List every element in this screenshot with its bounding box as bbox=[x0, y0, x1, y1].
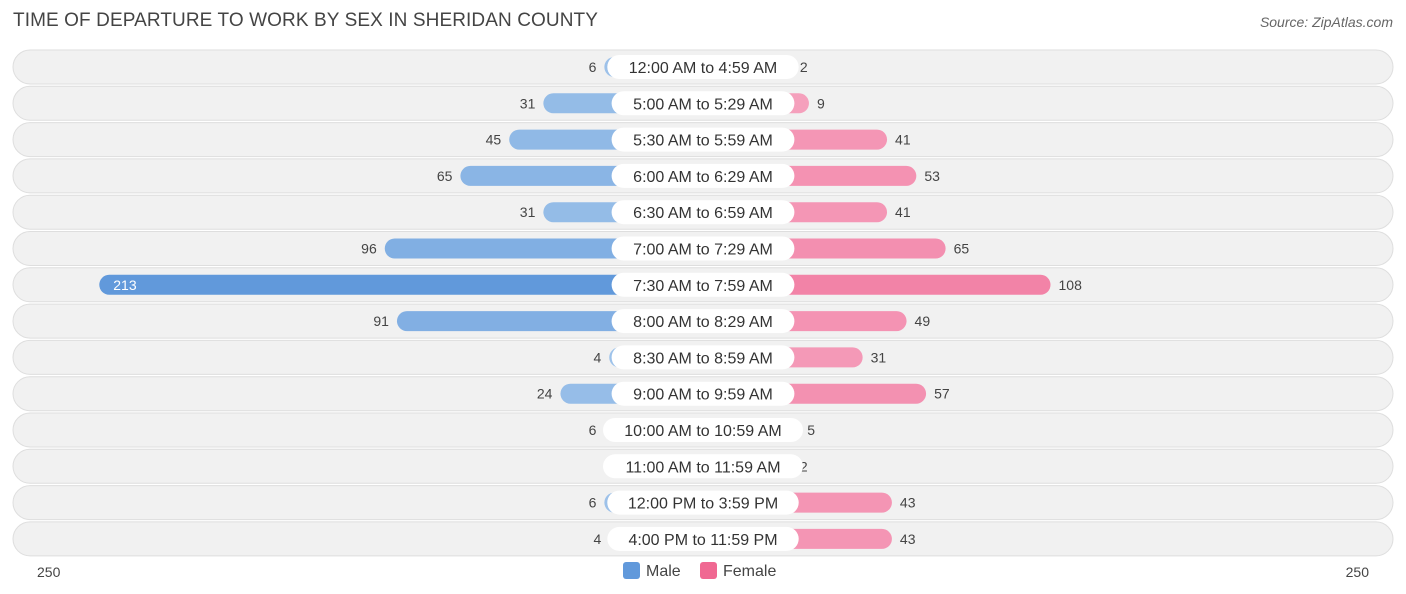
bar-row: 45 41 5:30 AM to 5:59 AM bbox=[12, 122, 1394, 158]
category-label: 6:30 AM to 6:59 AM bbox=[633, 205, 773, 222]
bar-row: 24 57 9:00 AM to 9:59 AM bbox=[12, 376, 1394, 412]
bar-row: 31 41 6:30 AM to 6:59 AM bbox=[12, 194, 1394, 230]
category-pill bbox=[603, 454, 803, 479]
bar-row: 65 53 6:00 AM to 6:29 AM bbox=[12, 158, 1394, 194]
male-value-label: 31 bbox=[520, 204, 536, 220]
bar-row: 6 43 12:00 PM to 3:59 PM bbox=[12, 485, 1394, 521]
category-pill bbox=[611, 309, 795, 334]
category-label: 5:00 AM to 5:29 AM bbox=[633, 96, 773, 113]
category-pill bbox=[611, 127, 795, 152]
legend: Male Female bbox=[623, 562, 776, 580]
male-value-label: 4 bbox=[593, 349, 601, 365]
male-value-label: 45 bbox=[486, 132, 502, 148]
male-bar bbox=[99, 274, 703, 295]
female-value-label: 57 bbox=[934, 386, 950, 402]
category-label: 7:30 AM to 7:59 AM bbox=[633, 278, 773, 295]
source-label: Source: ZipAtlas.com bbox=[1259, 14, 1393, 30]
male-value-label: 213 bbox=[113, 277, 137, 293]
bar-row: 96 65 7:00 AM to 7:29 AM bbox=[12, 231, 1394, 266]
category-label: 10:00 AM to 10:59 AM bbox=[624, 423, 781, 440]
male-value-label: 65 bbox=[437, 168, 453, 184]
female-value-label: 43 bbox=[900, 531, 916, 547]
female-value-label: 31 bbox=[871, 349, 887, 365]
bar-row: 31 9 5:00 AM to 5:29 AM bbox=[12, 85, 1394, 121]
category-label: 11:00 AM to 11:59 AM bbox=[625, 459, 780, 476]
female-value-label: 43 bbox=[900, 495, 916, 511]
legend-female-swatch bbox=[700, 562, 717, 579]
male-value-label: 96 bbox=[361, 241, 377, 257]
female-value-label: 9 bbox=[817, 95, 825, 111]
category-pill bbox=[611, 163, 795, 188]
category-label: 6:00 AM to 6:29 AM bbox=[633, 169, 773, 186]
bar-row: 213 108 7:30 AM to 7:59 AM bbox=[12, 267, 1394, 303]
male-value-label: 6 bbox=[589, 59, 597, 75]
legend-female-label: Female bbox=[723, 563, 776, 580]
axis-right-label: 250 bbox=[1346, 564, 1370, 580]
category-label: 4:00 PM to 11:59 PM bbox=[628, 532, 777, 549]
female-value-label: 5 bbox=[807, 422, 815, 438]
female-value-label: 65 bbox=[954, 241, 970, 257]
category-pill bbox=[607, 55, 799, 79]
category-pill bbox=[611, 236, 795, 261]
category-pill bbox=[607, 526, 799, 551]
category-label: 8:30 AM to 8:59 AM bbox=[633, 350, 773, 367]
female-value-label: 2 bbox=[800, 59, 808, 75]
chart-title: TIME OF DEPARTURE TO WORK BY SEX IN SHER… bbox=[13, 10, 599, 31]
category-pill bbox=[611, 381, 795, 406]
legend-male-swatch bbox=[623, 562, 640, 579]
category-pill bbox=[611, 200, 795, 225]
male-value-label: 4 bbox=[593, 531, 601, 547]
bar-row: 0211:00 AM to 11:59 AM bbox=[12, 448, 1394, 484]
category-pill bbox=[603, 418, 803, 442]
category-pill bbox=[611, 91, 795, 116]
female-value-label: 108 bbox=[1059, 277, 1083, 293]
category-label: 8:00 AM to 8:29 AM bbox=[633, 314, 773, 331]
bar-row: 6 2 12:00 AM to 4:59 AM bbox=[12, 49, 1394, 85]
bar-row: 91 49 8:00 AM to 8:29 AM bbox=[12, 303, 1394, 339]
male-value-label: 6 bbox=[589, 422, 597, 438]
category-pill bbox=[607, 490, 799, 515]
female-value-label: 49 bbox=[915, 313, 931, 329]
category-label: 12:00 AM to 4:59 AM bbox=[629, 60, 778, 77]
bar-row: 6 5 10:00 AM to 10:59 AM bbox=[12, 412, 1394, 448]
bar-row: 4 31 8:30 AM to 8:59 AM bbox=[12, 339, 1394, 375]
category-label: 5:30 AM to 5:59 AM bbox=[633, 133, 773, 150]
female-value-label: 2 bbox=[800, 458, 808, 474]
female-value-label: 41 bbox=[895, 132, 911, 148]
male-value-label: 31 bbox=[520, 95, 536, 111]
legend-male-label: Male bbox=[646, 563, 681, 580]
male-value-label: 6 bbox=[589, 495, 597, 511]
category-label: 7:00 AM to 7:29 AM bbox=[633, 242, 773, 259]
male-value-label: 24 bbox=[537, 386, 553, 402]
category-label: 9:00 AM to 9:59 AM bbox=[633, 387, 773, 404]
female-value-label: 53 bbox=[924, 168, 940, 184]
category-label: 12:00 PM to 3:59 PM bbox=[628, 496, 778, 513]
category-pill bbox=[611, 345, 795, 370]
category-pill bbox=[611, 272, 795, 297]
axis-left-label: 250 bbox=[37, 564, 61, 580]
bar-row: 4 43 4:00 PM to 11:59 PM bbox=[12, 521, 1394, 557]
female-value-label: 41 bbox=[895, 204, 911, 220]
male-value-label: 91 bbox=[373, 313, 389, 329]
